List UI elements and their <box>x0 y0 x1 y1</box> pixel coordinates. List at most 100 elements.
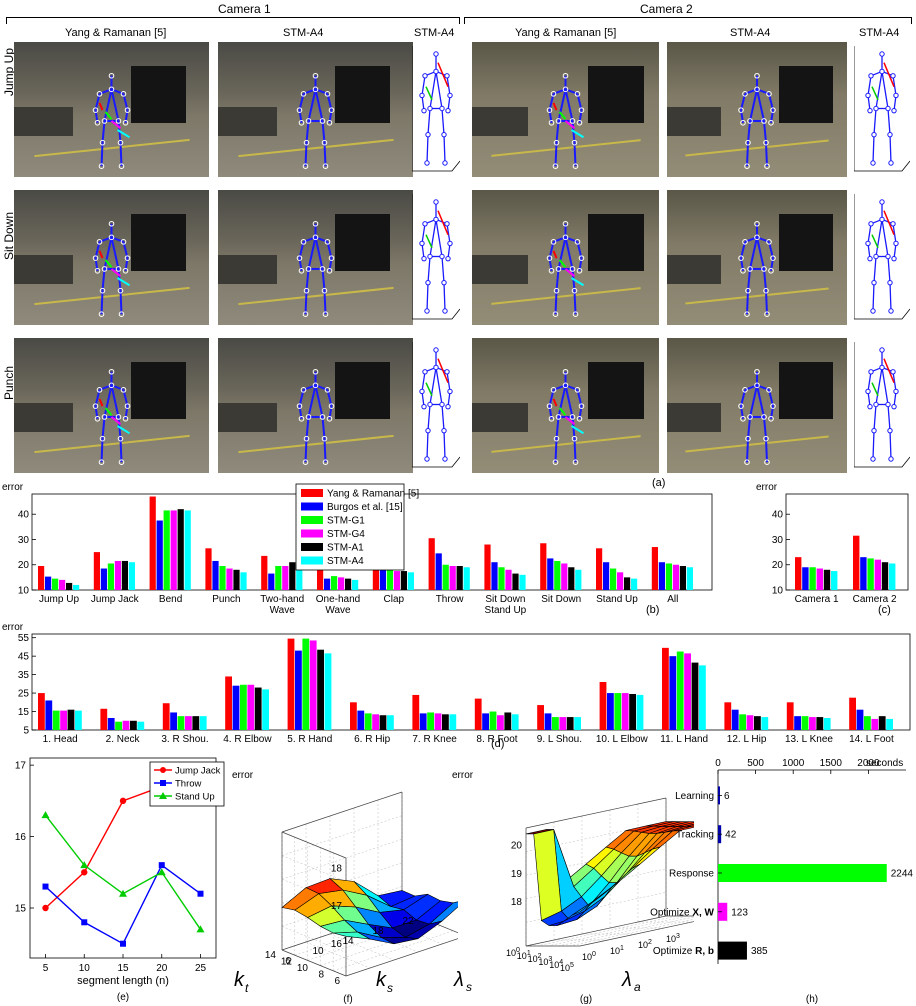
pose-joint <box>576 119 583 126</box>
pose-joint <box>572 459 579 465</box>
pose-bone <box>552 398 558 407</box>
category-label: 5. R Hand <box>287 734 332 745</box>
bar <box>669 656 677 730</box>
skeleton-joint <box>868 369 874 375</box>
pose-bone <box>558 407 567 416</box>
bar <box>484 544 491 590</box>
lambda-s-tick-label: 105 <box>560 962 574 973</box>
bar <box>651 547 658 590</box>
skeleton-joint <box>870 160 876 166</box>
pose-bone <box>98 250 104 259</box>
bar-value-label: 123 <box>731 907 748 918</box>
pose-joint <box>738 255 744 261</box>
y-tick-label: 10 <box>18 586 30 597</box>
category-label: Jump Jack <box>91 594 140 605</box>
bar <box>802 567 809 590</box>
axis-label-lambda-s: λ <box>453 969 464 991</box>
surface-patch <box>572 896 601 916</box>
bar <box>122 720 130 730</box>
pose-bone <box>101 120 106 143</box>
pose-bone <box>763 268 767 291</box>
pose-joint <box>754 234 760 241</box>
legend: Yang & Ramanan [5] Burgos et al. [15] STM-… <box>295 483 419 571</box>
skeleton-bone <box>435 219 443 257</box>
bar <box>254 687 262 730</box>
skeleton-box <box>854 194 910 320</box>
pose-bone <box>564 89 574 122</box>
skeleton-joint <box>447 240 453 247</box>
pose-bone <box>765 438 768 463</box>
scene-photo <box>14 190 209 325</box>
pose-joint <box>764 163 770 169</box>
pose-joint <box>766 91 772 97</box>
skeleton-joint <box>887 131 893 138</box>
skeleton-joint <box>433 364 439 371</box>
y-tick-label: 20 <box>772 560 784 571</box>
data-point <box>119 797 127 805</box>
skeleton-joint <box>425 427 431 434</box>
skeleton-joint <box>870 456 876 462</box>
series-line <box>44 814 202 930</box>
skeleton-joint <box>879 216 885 223</box>
pose-joint <box>761 118 767 124</box>
skeleton-joint <box>422 73 428 79</box>
pose-bone <box>746 142 749 167</box>
skeleton-joint <box>879 364 885 371</box>
skeleton-joint <box>867 403 873 410</box>
lambda-s-tick-label: 103 <box>538 956 552 967</box>
bar <box>511 714 519 730</box>
pose-bone <box>307 89 317 122</box>
bar <box>379 715 387 730</box>
category-label: Wave <box>325 605 351 616</box>
bar <box>177 509 184 590</box>
bar <box>162 703 170 730</box>
category-label: All <box>667 594 678 605</box>
skeleton-joint <box>865 240 871 247</box>
pose-bone <box>103 237 113 270</box>
pose-bone <box>564 385 574 418</box>
skeleton-joint <box>888 160 894 166</box>
data-point <box>158 862 165 869</box>
box-edge <box>525 915 667 947</box>
bar <box>137 721 145 730</box>
pose-joint <box>117 139 124 146</box>
lambda-s-tick-label: 101 <box>517 950 531 961</box>
skeleton-bone <box>871 382 879 397</box>
box-edge <box>281 831 347 859</box>
bar <box>393 571 400 590</box>
pose-joint <box>742 91 748 97</box>
pose-joint <box>118 311 125 317</box>
bar <box>684 653 691 730</box>
legend-label: STM-G4 <box>327 529 365 540</box>
bar <box>831 571 838 590</box>
bar <box>607 693 614 730</box>
axis-label-lambda-a: λ <box>621 969 632 991</box>
data-point <box>42 904 49 912</box>
category-label: Throw <box>436 594 465 605</box>
legend-marker <box>159 792 167 799</box>
pose-bone <box>573 290 577 315</box>
skeleton-bone <box>892 223 897 244</box>
bar <box>177 716 185 730</box>
bar <box>614 693 622 730</box>
bar <box>449 566 456 590</box>
pose-bone <box>552 250 558 259</box>
skeleton-joint <box>433 68 439 75</box>
pose-bone <box>103 89 113 122</box>
bar <box>412 694 420 730</box>
pose-joint <box>553 435 560 442</box>
bar <box>823 569 831 590</box>
bar <box>331 576 338 590</box>
bar-value-label: 6 <box>724 791 730 802</box>
pose-joint <box>296 255 303 261</box>
bar <box>128 562 135 590</box>
pose-bone <box>100 438 104 463</box>
skeleton-bone <box>889 282 892 312</box>
bar <box>665 563 672 590</box>
pose-joint <box>572 311 579 317</box>
skeleton-joint <box>890 73 896 79</box>
scene-photo <box>472 190 659 325</box>
pose-overlay <box>738 72 776 169</box>
x-tick-label: 18 <box>372 926 384 937</box>
